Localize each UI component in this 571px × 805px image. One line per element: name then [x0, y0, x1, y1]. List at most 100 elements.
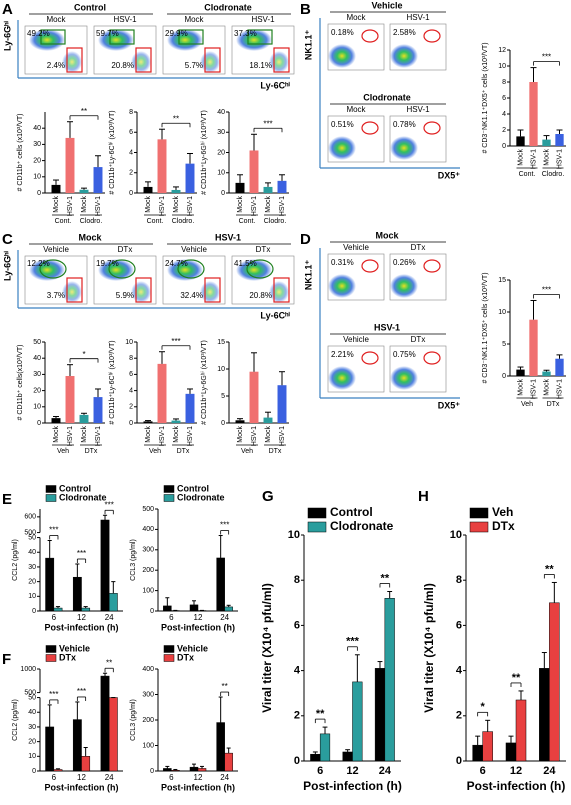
significance: ** [545, 563, 554, 575]
panel-letter: G [262, 488, 274, 505]
legend-swatch [46, 495, 56, 502]
y-tick-label: 50 [33, 339, 41, 346]
x-tick-label: HSV-1 [159, 196, 166, 216]
bar [171, 770, 179, 771]
y-tick-label: 6 [294, 619, 300, 631]
panel-letter: F [2, 651, 11, 668]
x-axis-label: Post-infection (h) [45, 622, 119, 632]
x-tick-label: Mock [145, 426, 152, 443]
bar [555, 359, 563, 376]
axis-label: Ly-6Gʰⁱ [1, 251, 12, 281]
bar [385, 598, 395, 761]
gate-percent: 20.8% [111, 61, 134, 70]
bar [542, 372, 550, 376]
y-tick-label: 0 [150, 608, 154, 615]
y-tick-label: 200 [142, 567, 154, 574]
y-axis-label: # CD3⁻NK1.1⁺DX5⁺ cells (x10³/VT) [482, 42, 489, 153]
gate-percent: 32.4% [180, 291, 203, 300]
bar [250, 372, 259, 423]
axis-label: Ly-6Gʰⁱ [1, 21, 12, 51]
legend-swatch [46, 646, 56, 653]
y-tick-label: 10 [33, 404, 41, 411]
bar [109, 593, 117, 611]
x-tick-label: Mock [173, 196, 180, 213]
bar [52, 418, 61, 423]
y-tick-label: 500 [24, 529, 36, 536]
x-tick-label: HSV-1 [95, 196, 102, 216]
x-tick-label: Mock [53, 196, 60, 213]
x-tick-label: 24 [105, 773, 114, 782]
significance: *** [542, 286, 551, 295]
y-tick-label: 1000 [20, 666, 36, 673]
bar [101, 676, 109, 771]
bar [529, 320, 537, 376]
x-tick-label: 6 [169, 773, 174, 782]
bar [82, 756, 90, 771]
y-tick-label: 4 [294, 665, 301, 677]
y-tick-label: 30 [28, 724, 36, 731]
panel-letter: D [300, 231, 311, 248]
condition-label: DTx [256, 245, 271, 254]
gate-percent: 2.58% [393, 28, 416, 37]
y-tick-label: 500 [24, 689, 36, 696]
group-label: Veh [521, 401, 533, 408]
bar [46, 558, 54, 611]
y-tick-label: 12 [498, 47, 506, 54]
bar [217, 558, 225, 611]
y-axis-label: # CD3⁻NK1.1⁺DX5⁺ cells (x10³/VT) [482, 272, 489, 383]
bar [80, 415, 89, 423]
x-tick-label: 12 [194, 613, 203, 622]
y-tick-label: 10 [28, 593, 36, 600]
y-tick-label: 2 [502, 127, 506, 134]
cell-cloud [328, 366, 356, 390]
gate-percent: 0.78% [393, 120, 416, 129]
axis-label: NK1.1⁺ [303, 30, 313, 61]
legend-label: Veh [492, 505, 513, 519]
y-tick-label: 30 [28, 564, 36, 571]
group-label: Veh [241, 448, 253, 455]
bar [158, 364, 167, 423]
legend-swatch [46, 655, 56, 662]
bar [236, 420, 245, 423]
condition-label: Mock [46, 15, 66, 24]
panel-letter: C [2, 231, 13, 248]
x-tick-label: HSV-1 [159, 426, 166, 446]
bar [46, 727, 54, 771]
bar [225, 753, 233, 771]
gate-percent: 5.7% [185, 61, 203, 70]
x-tick-label: Mock [543, 379, 550, 396]
significance: ** [81, 107, 87, 116]
gate-percent: 0.31% [331, 258, 354, 267]
bar [54, 608, 62, 611]
bar [80, 190, 89, 193]
y-tick-label: 40 [33, 125, 41, 132]
y-tick-label: 5 [221, 393, 225, 400]
row-title: Mock [375, 230, 399, 240]
y-tick-label: 20 [217, 149, 225, 156]
y-tick-label: 30 [33, 371, 41, 378]
bar [353, 682, 363, 761]
significance: ** [106, 658, 112, 667]
row-title: Clodronate [363, 92, 411, 102]
legend-swatch [46, 486, 56, 493]
significance: ** [316, 708, 325, 720]
gate-percent: 29.9% [165, 29, 188, 38]
y-tick-label: 6 [129, 129, 133, 136]
y-tick-label: 2 [129, 170, 133, 177]
y-tick-label: 100 [142, 742, 154, 749]
legend-label: DTx [177, 652, 194, 662]
y-tick-label: 10 [288, 529, 300, 541]
panel-letter: E [2, 491, 12, 508]
x-tick-label: HSV-1 [556, 379, 563, 399]
y-tick-label: 0 [456, 755, 462, 767]
condition-label: Mock [184, 15, 204, 24]
bar [94, 167, 103, 193]
bar [66, 376, 75, 423]
condition-label: HSV-1 [406, 105, 430, 114]
row-title: HSV-1 [374, 322, 400, 332]
bar [264, 418, 273, 423]
x-tick-label: HSV-1 [279, 196, 286, 216]
bar [186, 164, 195, 193]
legend-swatch [308, 508, 326, 518]
